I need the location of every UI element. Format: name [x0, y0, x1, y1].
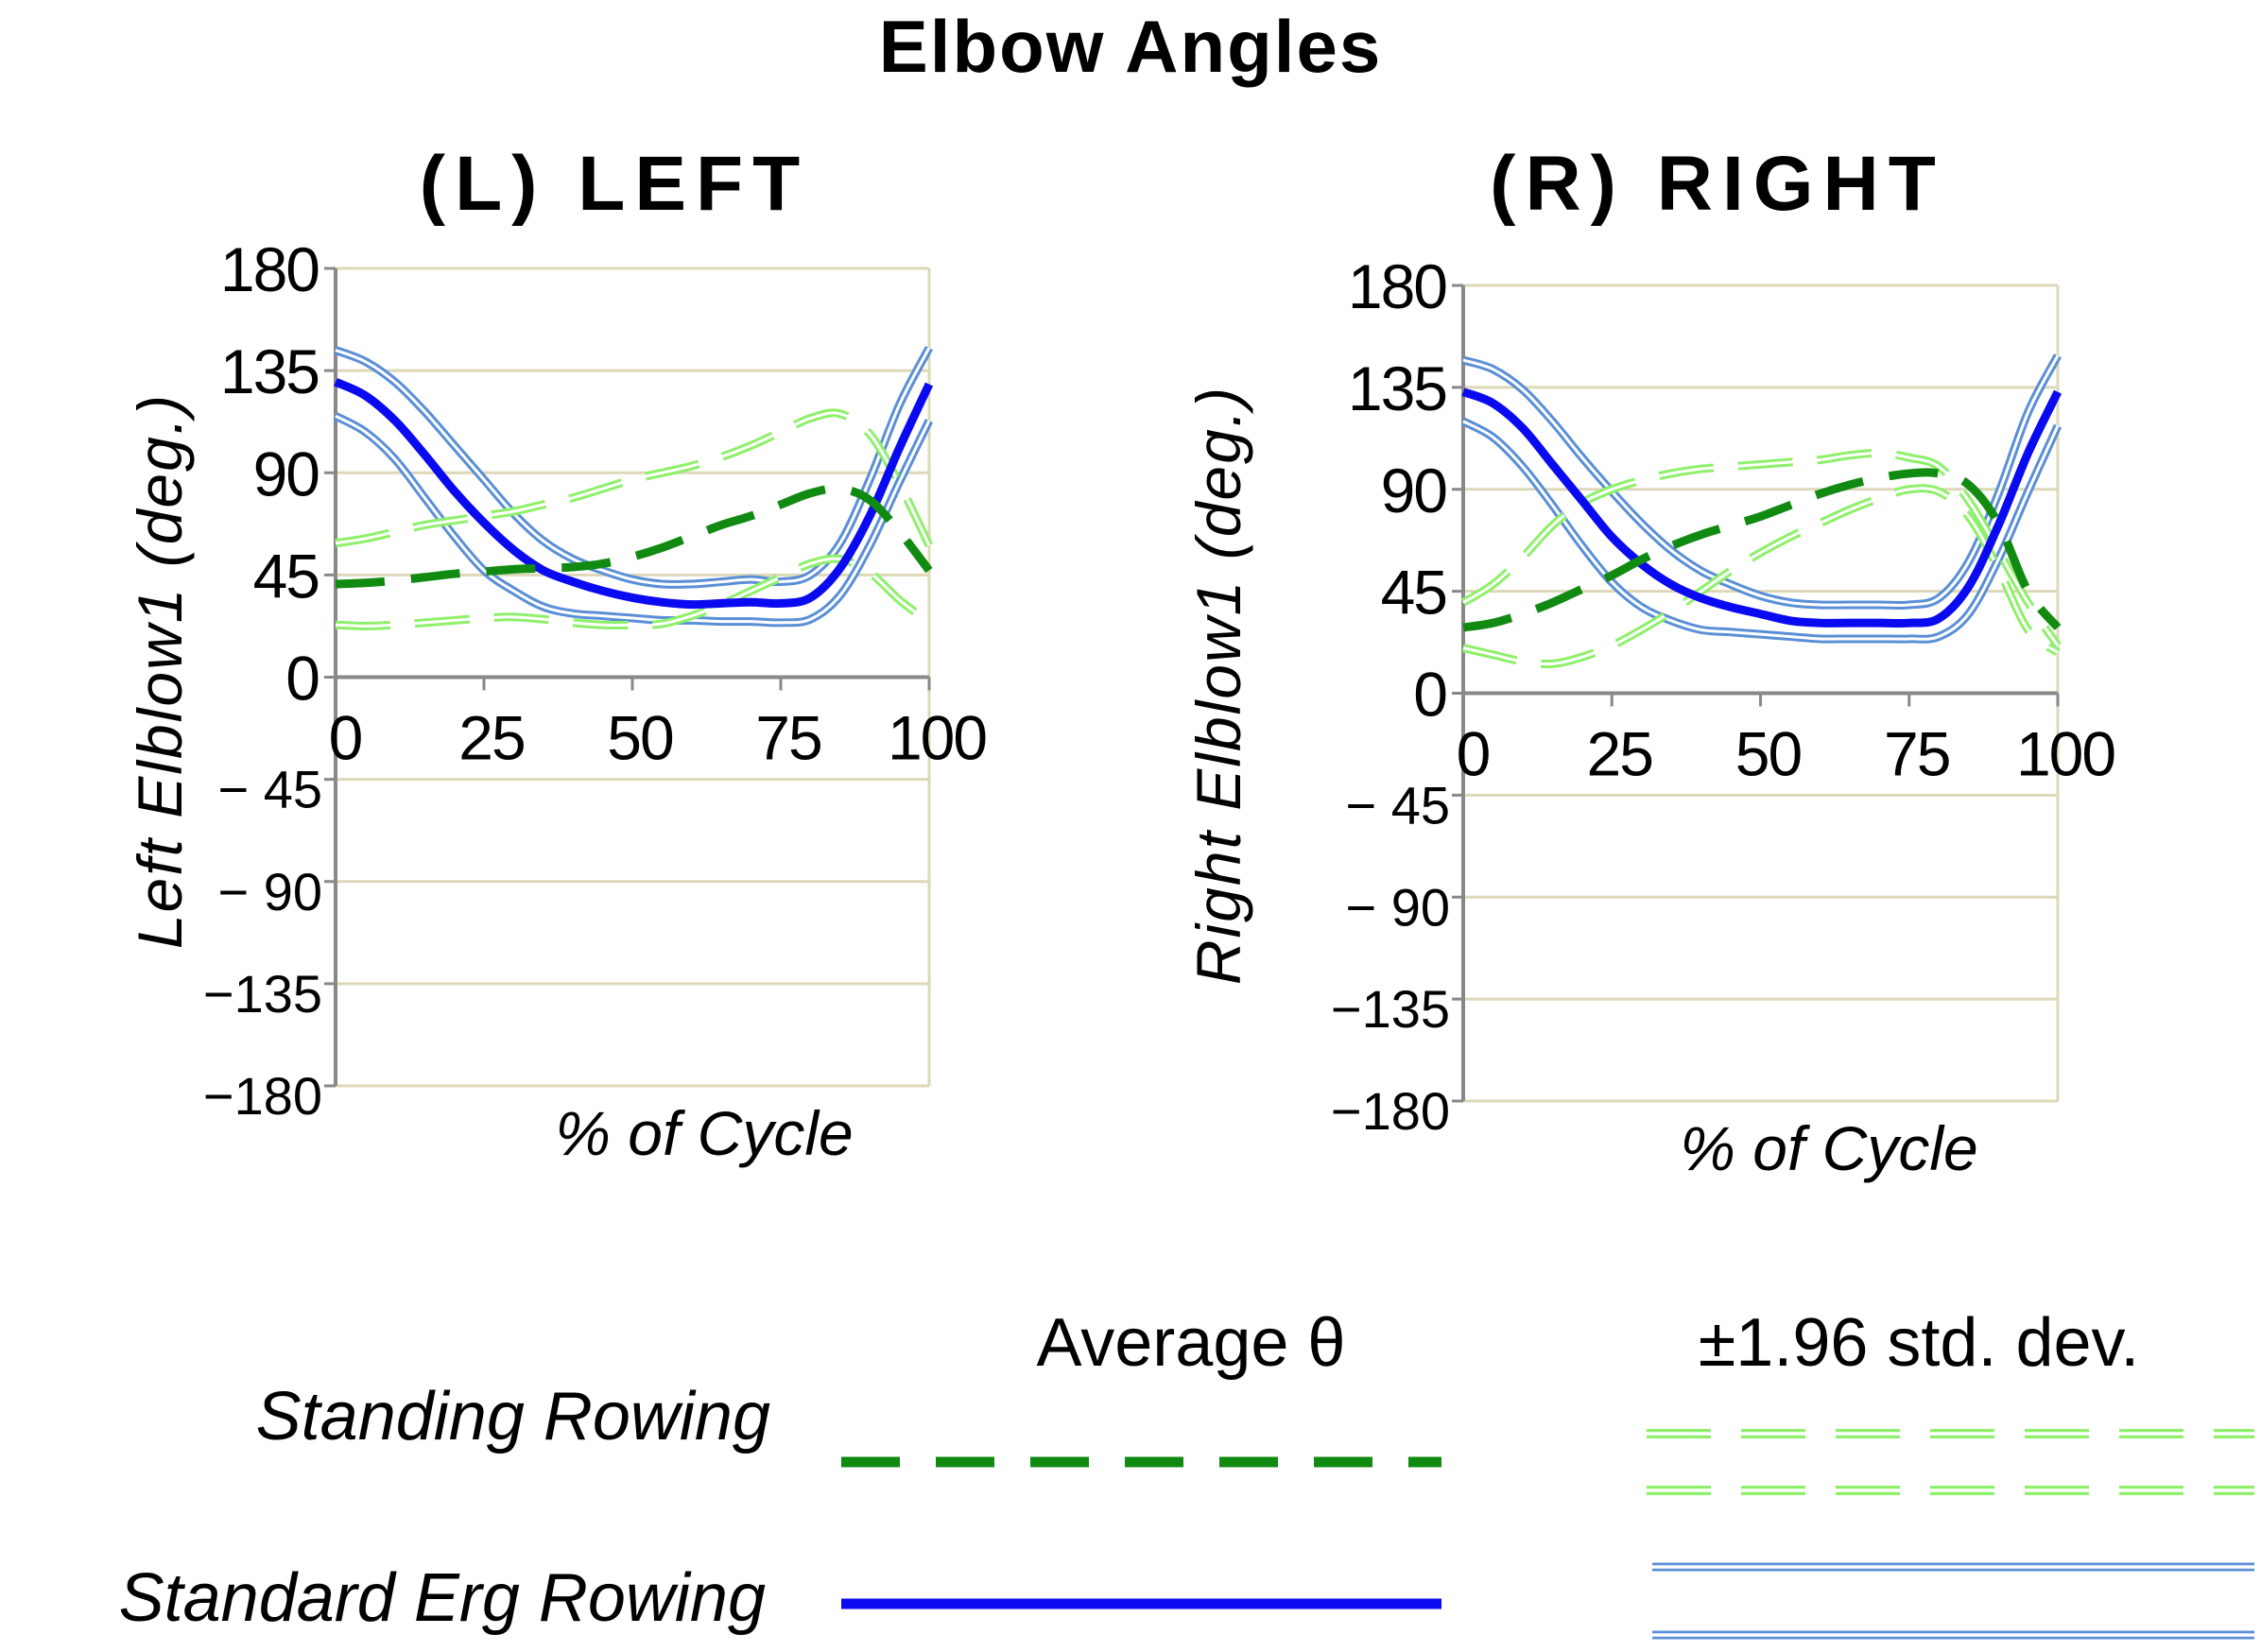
x-tick-label: 0 — [329, 703, 362, 773]
x-tick-label: 50 — [607, 703, 673, 773]
y-tick-label: 45 — [253, 541, 319, 611]
legend-sd-header: ±1.96 std. dev. — [1698, 1305, 2140, 1381]
legend-average-header: Average θ — [1036, 1305, 1346, 1381]
y-tick-label: 0 — [285, 644, 319, 714]
x-tick-label: 100 — [888, 703, 986, 773]
y-tick-label: 0 — [1413, 660, 1446, 730]
y-tick-label: −180 — [1331, 1081, 1450, 1141]
series-standard-avg — [334, 378, 934, 610]
series-standard-upper-inner — [335, 347, 931, 586]
left-chart-title: (L) LEFT — [420, 141, 809, 227]
left-y-axis-label: Left Elblow1 (deg.) — [125, 393, 195, 949]
x-tick-label: 100 — [2016, 719, 2114, 789]
x-tick-label: 50 — [1735, 719, 1802, 789]
legend-standard-label: Standard Erg Rowing — [118, 1560, 766, 1636]
left-x-axis-label: % of Cycle — [555, 1098, 853, 1168]
series-standing-upper-inner — [335, 411, 931, 546]
series-standard-lower-inner — [335, 414, 931, 625]
series-standing-lower-inner — [335, 557, 930, 628]
x-tick-label: 25 — [1587, 719, 1652, 789]
x-tick-label: 75 — [1884, 719, 1949, 789]
series-standard-avg — [1461, 387, 2063, 628]
figure-title: Elbow Angles — [878, 5, 1383, 88]
y-tick-label: 135 — [1348, 353, 1446, 423]
y-tick-label: − 45 — [217, 760, 322, 819]
right-chart-title: (R) RIGHT — [1490, 141, 1945, 227]
series-standard-lower — [333, 412, 934, 628]
series-standard-upper-inner — [1462, 354, 2060, 608]
x-tick-label: 0 — [1457, 719, 1490, 789]
legend-standing-label: Standing Rowing — [255, 1379, 770, 1454]
y-tick-label: 180 — [1348, 251, 1446, 321]
y-tick-label: −135 — [203, 964, 322, 1024]
right-y-axis-label: Right Elblow1 (deg.) — [1183, 386, 1253, 985]
x-tick-label: 25 — [458, 703, 524, 773]
series-standing-upper-inner — [1462, 451, 2060, 647]
series-standing-lower-inner — [1462, 487, 2059, 666]
y-tick-label: − 90 — [217, 862, 322, 921]
series-standard-upper — [334, 345, 933, 589]
y-tick-label: 180 — [220, 234, 319, 304]
y-tick-label: 45 — [1381, 558, 1446, 628]
y-tick-label: 135 — [220, 336, 319, 406]
y-tick-label: −180 — [203, 1066, 322, 1126]
y-tick-label: − 90 — [1345, 877, 1450, 937]
y-tick-label: 90 — [1381, 456, 1447, 525]
y-tick-label: 90 — [253, 439, 319, 508]
y-tick-label: − 45 — [1345, 775, 1450, 835]
right-x-axis-label: % of Cycle — [1680, 1113, 1977, 1183]
series-standing-avg — [335, 484, 933, 589]
series-standing-avg — [1462, 468, 2062, 632]
x-tick-label: 75 — [755, 703, 820, 773]
y-tick-label: −135 — [1331, 979, 1450, 1039]
